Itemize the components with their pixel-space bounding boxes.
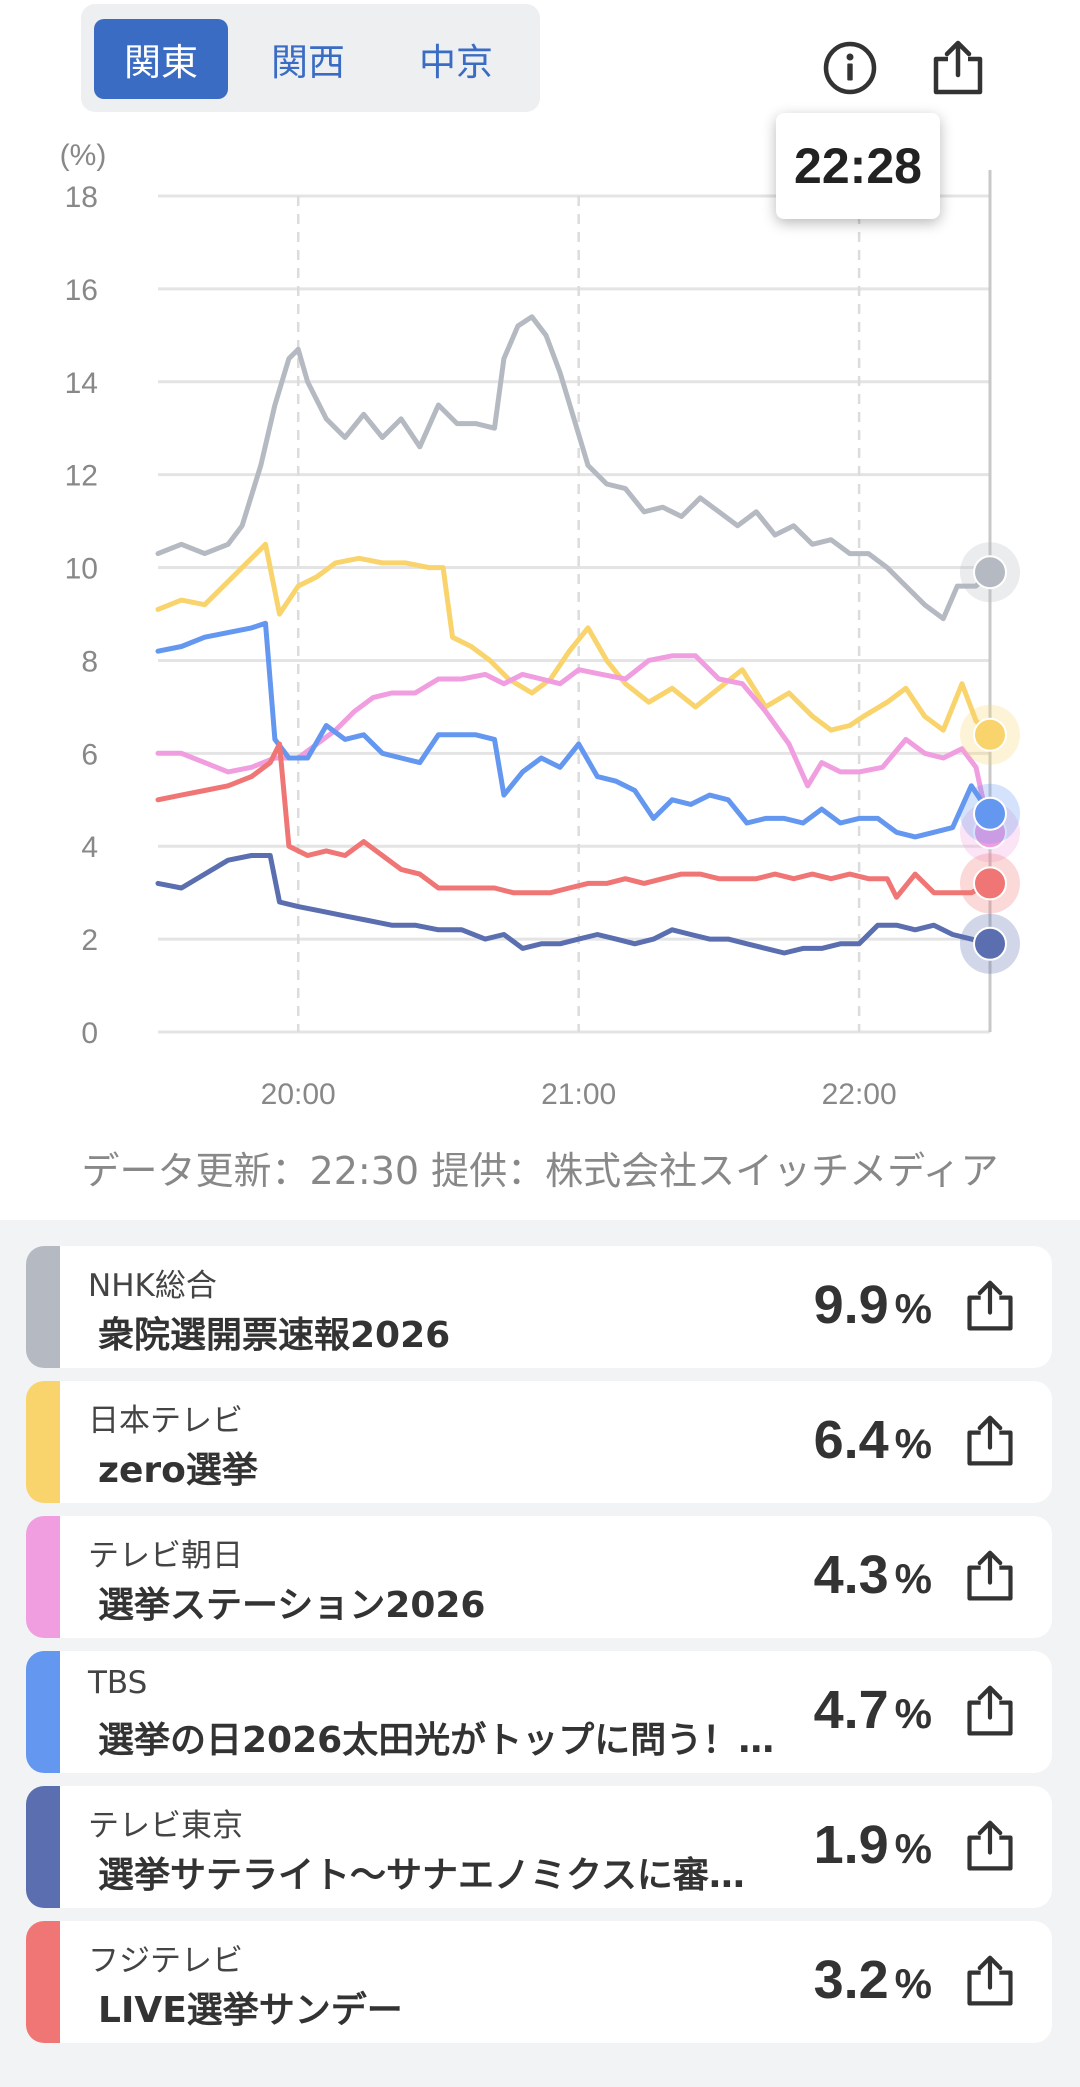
share-icon: [933, 40, 983, 95]
rating-number: 1.9: [813, 1815, 889, 1875]
y-tick-label: 16: [65, 274, 98, 307]
series-marker: [973, 926, 1007, 961]
share-icon: [967, 1685, 1013, 1736]
y-tick-label: 12: [65, 460, 98, 493]
info-button[interactable]: [818, 36, 882, 100]
program-title: 選挙の日2026太田光がトップに問う！ザ・選挙スペシャル: [98, 1720, 778, 1761]
program-card[interactable]: フジテレビ LIVE選挙サンデー 3.2%: [26, 1921, 1052, 2043]
rating-unit: %: [894, 1825, 932, 1872]
y-tick-label: 14: [65, 367, 98, 400]
y-tick-label: 2: [81, 924, 98, 957]
y-tick-label: 18: [65, 181, 98, 214]
tab-chukyo[interactable]: 中京: [419, 41, 493, 84]
share-icon: [967, 1955, 1013, 2006]
channel-name: NHK総合: [88, 1268, 217, 1304]
tab-kansai[interactable]: 関西: [271, 41, 345, 84]
rating-line-chart: 0 2 4 6 8 10 12 14 16 18 (%) 20:00 21:00 22:00: [60, 139, 1020, 1111]
data-source-note: データ更新：22:30 提供：株式会社スイッチメディア: [81, 1149, 999, 1193]
share-button[interactable]: [926, 36, 990, 100]
rating-unit: %: [894, 1285, 932, 1332]
y-tick-label: 8: [81, 645, 98, 678]
y-tick-label: 6: [81, 738, 98, 771]
rating-value: 6.4%: [732, 1409, 932, 1471]
program-share-button[interactable]: [960, 1276, 1020, 1336]
y-tick-label: 4: [81, 831, 98, 864]
program-list: NHK総合 衆院選開票速報2026 9.9% 日本テレビ zero選挙 6.4%…: [0, 1220, 1080, 2087]
rating-value: 4.7%: [732, 1679, 932, 1741]
program-title: 選挙ステーション2026: [98, 1585, 486, 1626]
rating-value: 4.3%: [732, 1544, 932, 1606]
rating-unit: %: [894, 1555, 932, 1602]
channel-color-stripe: [26, 1651, 60, 1773]
rating-number: 6.4: [813, 1410, 889, 1470]
x-tick-label: 21:00: [541, 1078, 616, 1111]
rating-value: 3.2%: [732, 1949, 932, 2011]
program-share-button[interactable]: [960, 1681, 1020, 1741]
rating-unit: %: [894, 1420, 932, 1467]
channel-name: テレビ朝日: [88, 1538, 243, 1574]
rating-value: 1.9%: [732, 1814, 932, 1876]
channel-color-stripe: [26, 1246, 60, 1368]
program-card[interactable]: テレビ朝日 選挙ステーション2026 4.3%: [26, 1516, 1052, 1638]
program-share-button[interactable]: [960, 1816, 1020, 1876]
program-card[interactable]: NHK総合 衆院選開票速報2026 9.9%: [26, 1246, 1052, 1368]
program-title: 衆院選開票速報2026: [98, 1315, 451, 1356]
share-icon: [967, 1280, 1013, 1331]
program-card[interactable]: 日本テレビ zero選挙 6.4%: [26, 1381, 1052, 1503]
program-title: 選挙サテライト～サナエノミクスに審判！: [98, 1855, 778, 1896]
channel-name: TBS: [88, 1665, 148, 1701]
cursor-time-tooltip: 22:28: [776, 113, 940, 219]
series-line: [155, 741, 993, 900]
rating-unit: %: [894, 1690, 932, 1737]
channel-color-stripe: [26, 1516, 60, 1638]
y-axis-unit-label: (%): [60, 139, 107, 172]
series-line: [155, 620, 993, 840]
y-tick-label: 10: [65, 553, 98, 586]
channel-name: フジテレビ: [88, 1943, 243, 1979]
program-card[interactable]: テレビ東京 選挙サテライト～サナエノミクスに審判！ 1.9%: [26, 1786, 1052, 1908]
program-title: zero選挙: [98, 1450, 258, 1491]
info-icon: [823, 41, 877, 95]
rating-number: 4.3: [813, 1545, 889, 1605]
rating-number: 3.2: [813, 1950, 889, 2010]
program-share-button[interactable]: [960, 1951, 1020, 2011]
share-icon: [967, 1550, 1013, 1601]
series-line: [155, 541, 993, 738]
channel-color-stripe: [26, 1381, 60, 1503]
x-tick-label: 20:00: [261, 1078, 336, 1111]
x-tick-label: 22:00: [822, 1078, 897, 1111]
rating-unit: %: [894, 1960, 932, 2007]
rating-value: 9.9%: [732, 1274, 932, 1336]
channel-name: テレビ東京: [88, 1808, 243, 1844]
program-share-button[interactable]: [960, 1546, 1020, 1606]
series-marker: [973, 555, 1007, 590]
channel-color-stripe: [26, 1921, 60, 2043]
series-line: [155, 314, 993, 622]
channel-color-stripe: [26, 1786, 60, 1908]
program-card[interactable]: TBS 選挙の日2026太田光がトップに問う！ザ・選挙スペシャル 4.7%: [26, 1651, 1052, 1773]
series-marker: [973, 796, 1007, 831]
series-marker: [973, 717, 1007, 752]
series-marker: [973, 866, 1007, 901]
program-title: LIVE選挙サンデー: [98, 1990, 403, 2031]
share-icon: [967, 1820, 1013, 1871]
rating-number: 4.7: [813, 1680, 889, 1740]
channel-name: 日本テレビ: [88, 1403, 243, 1439]
region-tabs: 関東 関西 中京: [81, 4, 540, 112]
series-line: [155, 853, 993, 956]
program-share-button[interactable]: [960, 1411, 1020, 1471]
share-icon: [967, 1415, 1013, 1466]
y-tick-label: 0: [81, 1017, 98, 1050]
rating-number: 9.9: [813, 1275, 889, 1335]
tab-kanto[interactable]: 関東: [94, 19, 228, 99]
